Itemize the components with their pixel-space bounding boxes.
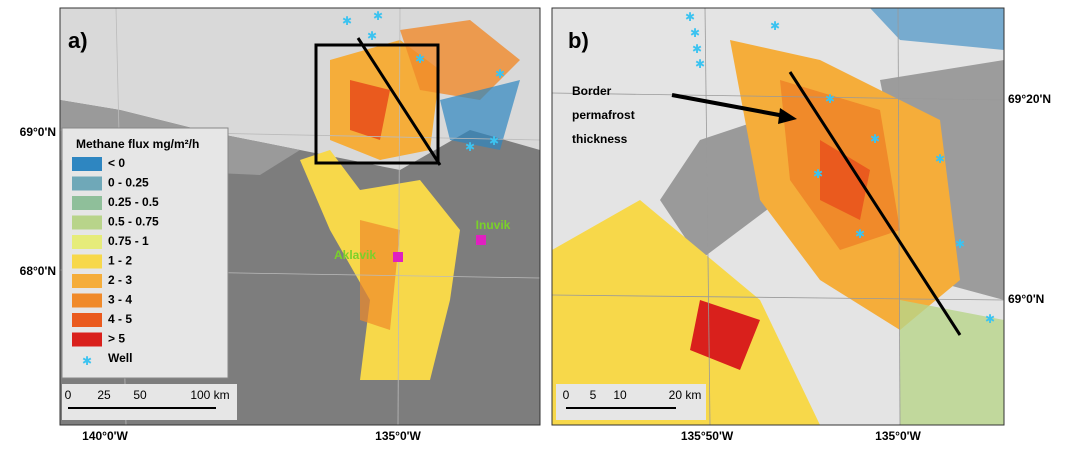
town-label: Aklavik [334, 248, 376, 262]
legend-swatch [72, 333, 102, 347]
legend-label: 3 - 4 [108, 293, 132, 307]
scale-bar-a: 0 25 50 100 km [62, 384, 237, 420]
legend-title: Methane flux mg/m²/h [76, 137, 199, 151]
legend-swatch [72, 216, 102, 230]
legend-label: Well [108, 351, 132, 365]
lat-label: 69°20'N [1008, 92, 1051, 106]
well-marker: ✱ [813, 167, 823, 181]
well-marker: ✱ [955, 237, 965, 251]
scale-label: 10 [613, 388, 627, 402]
figure: a) 69°0'N 68°0'N 140°0'W 135°0'W Aklavik… [0, 0, 1067, 446]
panel-label: b) [568, 28, 589, 53]
legend-label: 1 - 2 [108, 254, 132, 268]
well-marker: ✱ [692, 42, 702, 56]
legend-swatch [72, 157, 102, 171]
well-marker: ✱ [695, 57, 705, 71]
lat-label: 69°0'N [20, 125, 56, 139]
well-marker: ✱ [415, 52, 425, 66]
legend-label: 0.5 - 0.75 [108, 215, 159, 229]
legend-label: 4 - 5 [108, 312, 132, 326]
legend-swatch [72, 313, 102, 327]
legend-label: > 5 [108, 332, 125, 346]
well-marker: ✱ [373, 9, 383, 23]
well-marker: ✱ [465, 140, 475, 154]
legend-label: 0.75 - 1 [108, 234, 149, 248]
scale-label: 100 km [190, 388, 229, 402]
well-marker: ✱ [495, 67, 505, 81]
well-marker: ✱ [855, 227, 865, 241]
legend-label: 0.25 - 0.5 [108, 195, 159, 209]
well-marker: ✱ [367, 29, 377, 43]
page: a) 69°0'N 68°0'N 140°0'W 135°0'W Aklavik… [0, 0, 1067, 451]
scale-label: 5 [590, 388, 597, 402]
legend-swatch: ✱ [82, 354, 92, 368]
scale-label: 25 [97, 388, 111, 402]
legend-swatch [72, 235, 102, 249]
well-marker: ✱ [489, 134, 499, 148]
legend-label: < 0 [108, 156, 125, 170]
lon-label: 140°0'W [82, 429, 128, 443]
well-marker: ✱ [690, 26, 700, 40]
legend-swatch [72, 196, 102, 210]
lon-label: 135°0'W [375, 429, 421, 443]
map-b [552, 8, 1004, 425]
well-marker: ✱ [770, 19, 780, 33]
scale-label: 50 [133, 388, 147, 402]
town-label: Inuvik [476, 218, 511, 232]
scale-label: 0 [65, 388, 72, 402]
legend-label: 0 - 0.25 [108, 176, 149, 190]
legend-swatch [72, 294, 102, 308]
lat-label: 68°0'N [20, 264, 56, 278]
lon-label: 135°0'W [875, 429, 921, 443]
legend: Methane flux mg/m²/h < 0 0 - 0.25 0.25 - 0… [62, 128, 228, 378]
legend-swatch [72, 177, 102, 191]
well-marker: ✱ [825, 92, 835, 106]
scale-label: 20 km [669, 388, 702, 402]
well-marker: ✱ [985, 312, 995, 326]
legend-swatch [72, 274, 102, 288]
legend-swatch [72, 255, 102, 269]
scale-bar-b: 0 5 10 20 km [556, 384, 706, 420]
lat-label: 69°0'N [1008, 292, 1044, 306]
well-marker: ✱ [685, 10, 695, 24]
scale-label: 0 [563, 388, 570, 402]
legend-label: 2 - 3 [108, 273, 132, 287]
panel-label: a) [68, 28, 88, 53]
well-marker: ✱ [870, 132, 880, 146]
well-marker: ✱ [935, 152, 945, 166]
lon-label: 135°50'W [681, 429, 734, 443]
well-marker: ✱ [342, 14, 352, 28]
